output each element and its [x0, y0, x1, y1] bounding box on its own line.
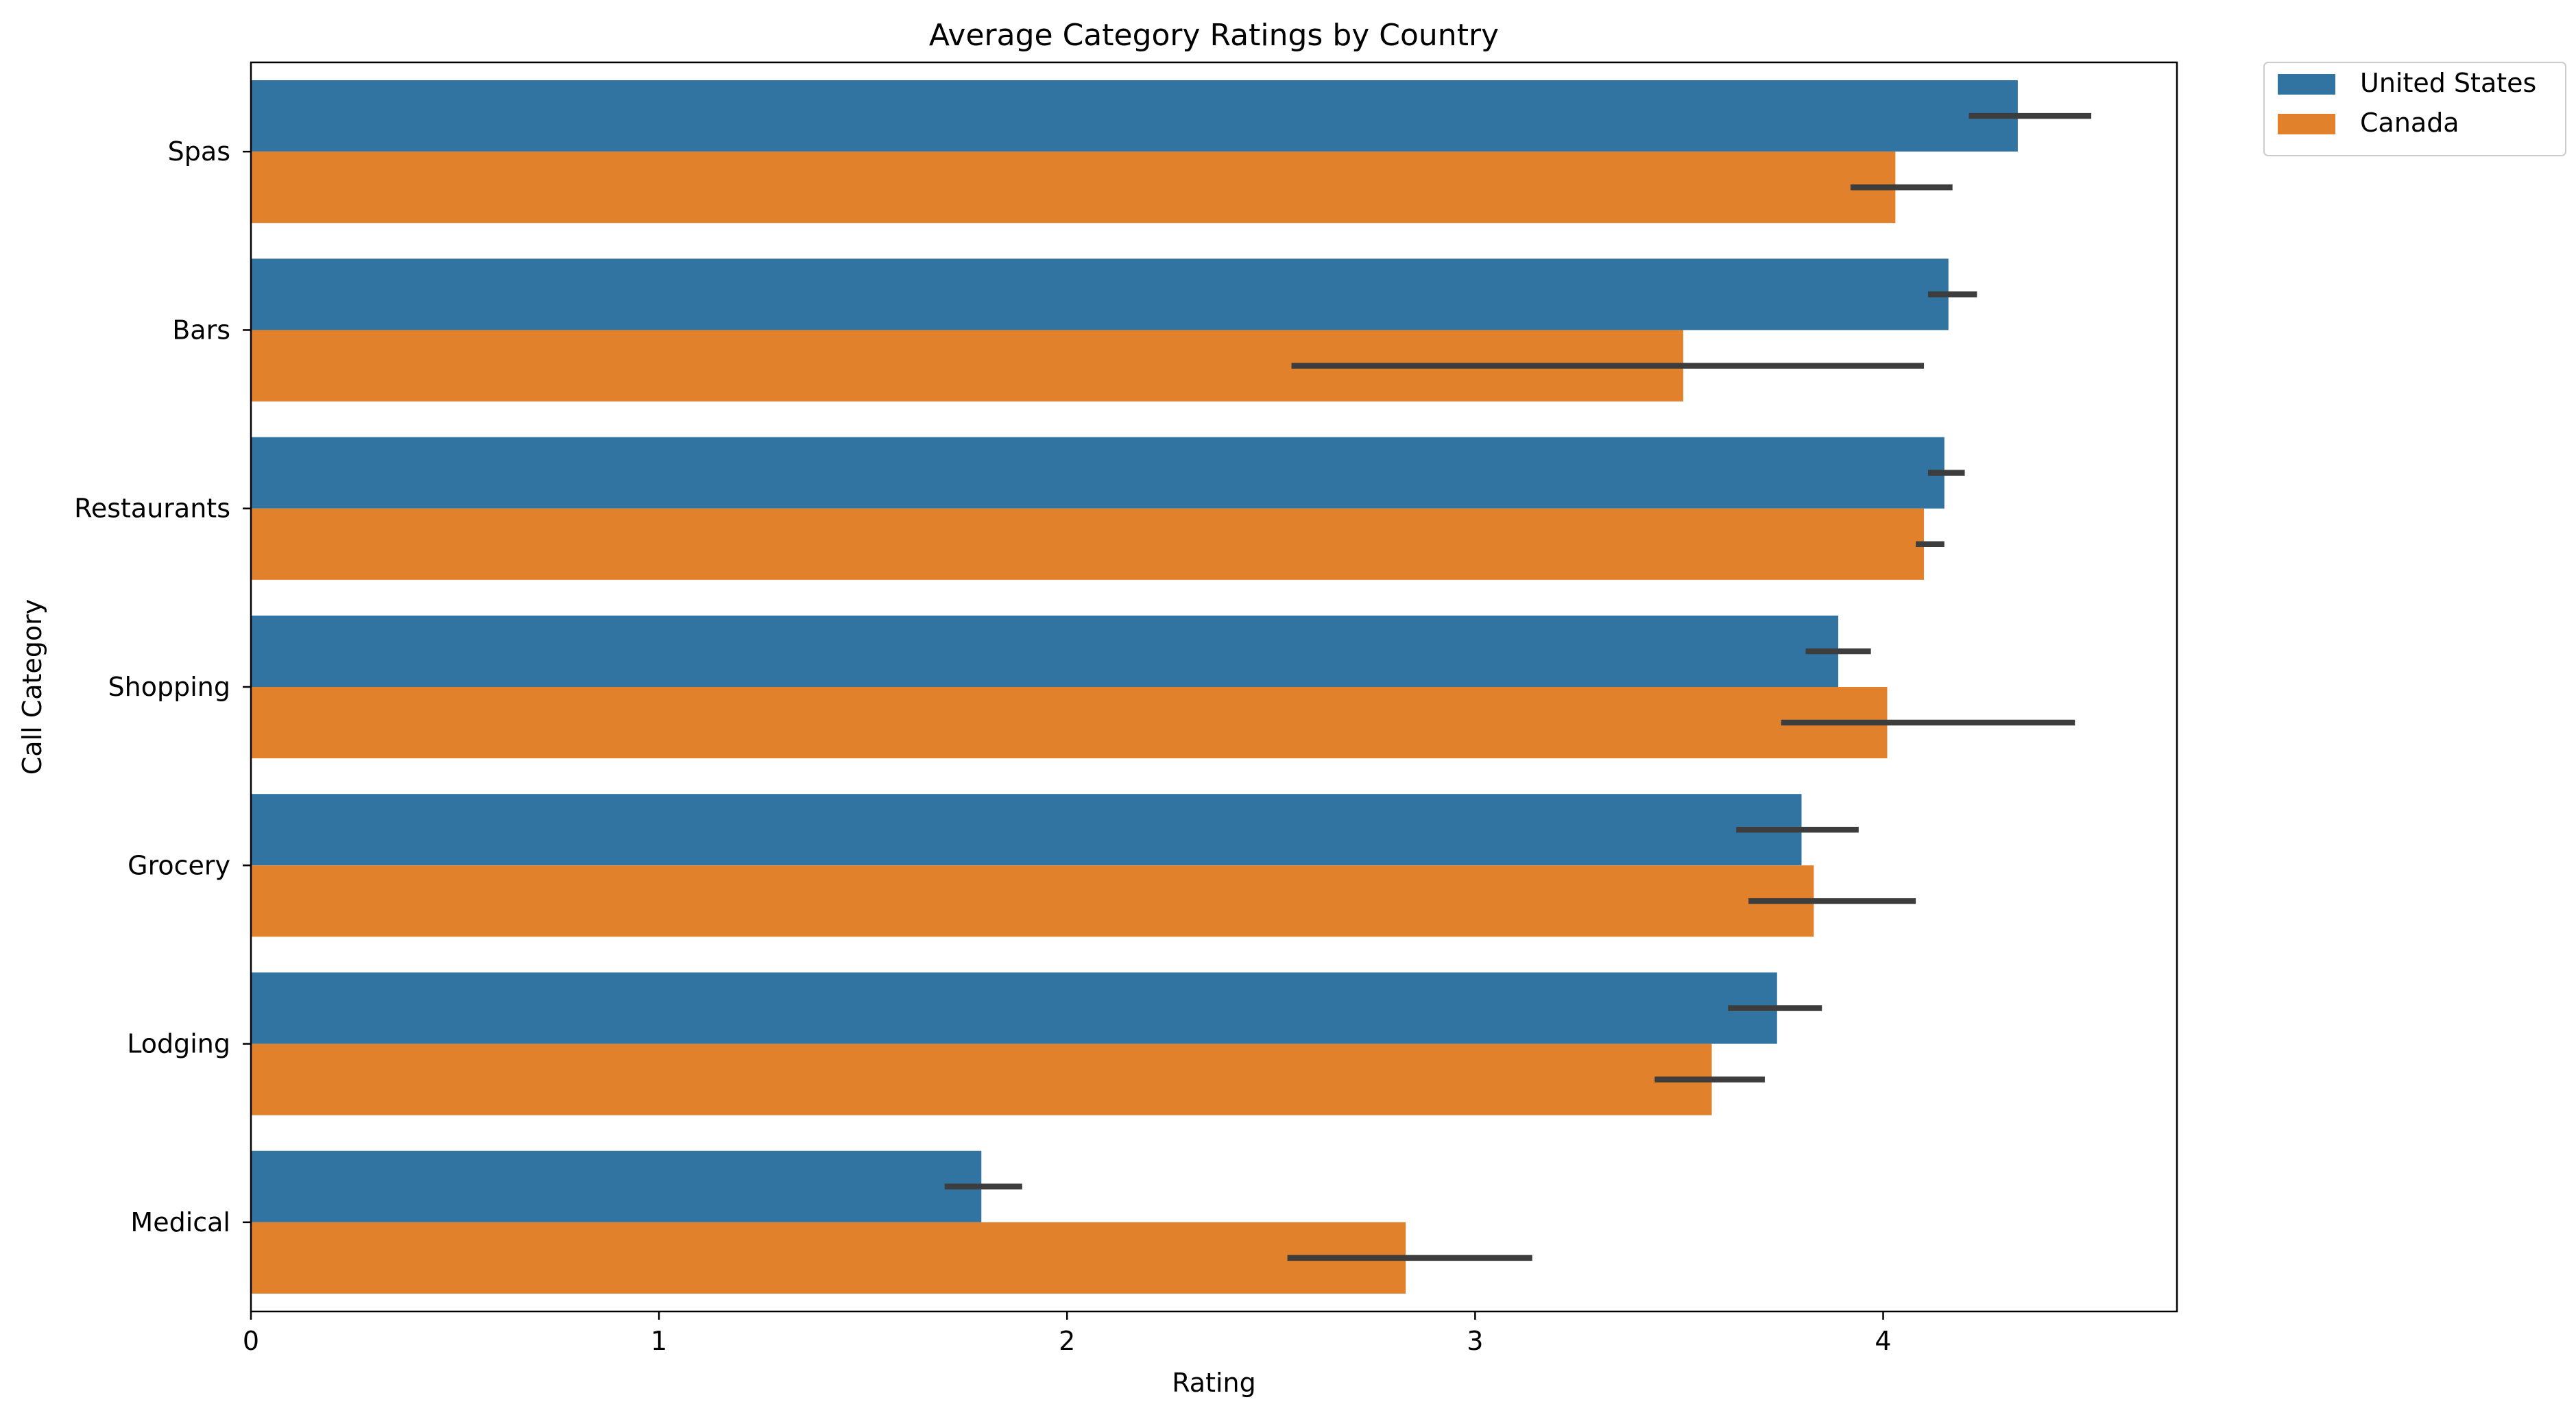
y-tick-label-shopping: Shopping	[108, 672, 230, 702]
bar-united-states-spas	[251, 80, 2018, 152]
y-tick-label-grocery: Grocery	[128, 850, 230, 880]
bar-canada-shopping	[251, 687, 1888, 759]
legend-label-united-states: United States	[2360, 68, 2536, 98]
y-tick-label-restaurants: Restaurants	[74, 494, 230, 524]
x-axis-title: Rating	[1172, 1368, 1256, 1398]
bar-united-states-bars	[251, 258, 1949, 330]
x-tick-label: 1	[651, 1326, 667, 1356]
y-tick-label-medical: Medical	[130, 1207, 230, 1237]
bar-canada-medical	[251, 1222, 1406, 1294]
bar-united-states-medical	[251, 1150, 982, 1222]
bar-canada-lodging	[251, 1043, 1712, 1115]
legend-swatch-canada	[2278, 114, 2335, 134]
legend-label-canada: Canada	[2360, 108, 2459, 138]
y-axis: Spas Bars Restaurants Shopping Grocery Lodgin…	[74, 136, 251, 1237]
bars-layer	[251, 80, 2018, 1294]
bar-canada-restaurants	[251, 508, 1925, 580]
y-tick-label-spas: Spas	[168, 136, 230, 167]
x-tick-label: 2	[1059, 1326, 1075, 1356]
legend-swatch-united-states	[2278, 74, 2335, 95]
bar-canada-spas	[251, 152, 1896, 223]
legend: United States Canada	[2263, 62, 2566, 156]
bar-united-states-shopping	[251, 615, 1839, 687]
y-tick-label-lodging: Lodging	[127, 1029, 230, 1059]
bar-united-states-grocery	[251, 794, 1802, 866]
x-tick-label: 4	[1875, 1326, 1891, 1356]
x-tick-label: 3	[1467, 1326, 1483, 1356]
bar-canada-grocery	[251, 865, 1814, 937]
x-tick-label: 0	[243, 1326, 259, 1356]
chart-title: Average Category Ratings by Country	[929, 18, 1499, 53]
bar-united-states-lodging	[251, 972, 1777, 1044]
y-axis-title: Call Category	[17, 599, 47, 775]
legend-box	[2263, 62, 2566, 156]
bar-united-states-restaurants	[251, 437, 1945, 509]
x-axis: 0 1 2 3 4	[243, 1311, 1892, 1356]
error-bars-layer	[944, 112, 2092, 1261]
y-tick-label-bars: Bars	[172, 315, 230, 345]
